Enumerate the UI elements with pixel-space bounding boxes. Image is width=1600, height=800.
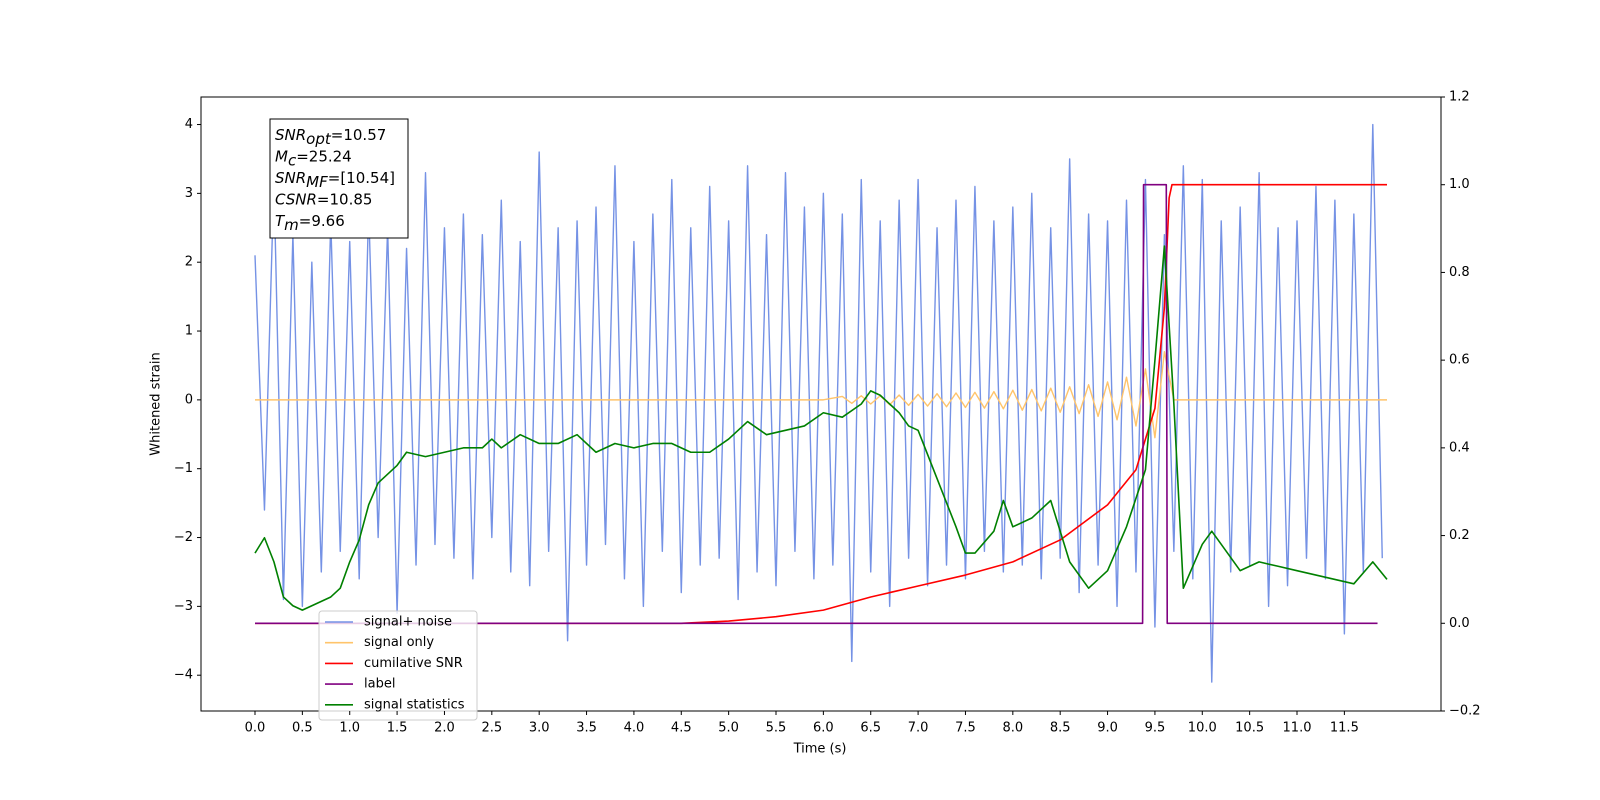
y-tick-label: 3 [185,186,193,201]
legend: signal+ noise signal only cumilative SNR la… [318,610,478,721]
plot-area [254,123,1388,683]
x-tick-label: 7.5 [955,721,976,736]
annotation-symbol: T [275,212,286,230]
legend-label: label [364,677,395,692]
legend-label: signal+ noise [364,615,452,630]
legend-label: signal only [364,635,434,650]
x-axis-label: Time (s) [793,742,847,757]
annotation-text: =[10.54] [328,169,395,187]
annotation-text: =9.66 [299,212,345,230]
y-axis-label: Whitened strain [149,352,164,455]
annotation-subscript: opt [306,130,332,148]
x-tick-label: 3.0 [529,721,550,736]
x-tick-label: 10.0 [1188,721,1217,736]
x-tick-label: 4.0 [624,721,645,736]
annotation-text: =10.57 [331,126,387,144]
x-tick-label: 8.5 [1050,721,1071,736]
annotation-line: SNRopt=10.57 [275,126,386,148]
y-tick-label: 2 [185,255,193,270]
annotation-subscript: c [288,151,297,169]
annotation-symbol: M [275,147,288,165]
series-line [255,183,1378,625]
x-tick-label: 1.0 [339,721,360,736]
y-tick-label: 0 [185,392,193,407]
annotation-line: Mc=25.24 [275,147,352,169]
y2-tick-label: 1.2 [1449,90,1470,105]
x-tick-label: 10.5 [1235,721,1264,736]
x-tick-label: 9.0 [1097,721,1118,736]
x-tick-label: 2.0 [434,721,455,736]
x-tick-label: 6.0 [813,721,834,736]
x-tick-label: 3.5 [576,721,597,736]
annotation-text: =25.24 [296,147,352,165]
annotation-symbol: SNR [275,169,306,187]
annotation-subscript: MF [306,173,328,191]
y2-tick-label: 1.0 [1449,177,1470,192]
x-tick-label: 0.5 [292,721,313,736]
annotation-text: =10.85 [317,190,373,208]
x-tick-label: 0.0 [245,721,266,736]
x-tick-label: 11.5 [1330,721,1359,736]
annotation-frame [269,118,409,239]
y-tick-label: −3 [174,599,193,614]
y-tick-label: −2 [174,530,193,545]
y2-tick-label: 0.2 [1449,528,1470,543]
x-tick-label: 8.0 [1002,721,1023,736]
annotation-line: CSNR=10.85 [275,190,372,208]
y2-tick-label: 0.6 [1449,353,1470,368]
annotation-box: SNRopt=10.57Mc=25.24SNRMF=[10.54]CSNR=10… [269,118,409,239]
series-line [254,245,1388,611]
legend-label: signal statistics [364,697,465,712]
y2-tick-label: −0.2 [1449,704,1481,719]
series-line [254,123,1383,683]
y-tick-label: 1 [185,324,193,339]
annotation-line: Tm=9.66 [275,212,345,234]
x-tick-label: 5.0 [718,721,739,736]
x-tick-label: 2.5 [481,721,502,736]
x-tick-label: 11.0 [1283,721,1312,736]
y-tick-label: −1 [174,461,193,476]
y2-tick-label: 0.8 [1449,265,1470,280]
legend-frame [318,610,478,721]
x-tick-label: 5.5 [766,721,787,736]
annotation-symbol: CSNR [275,190,317,208]
plot-frame [200,96,1442,712]
x-tick-label: 6.5 [860,721,881,736]
annotation-symbol: SNR [275,126,306,144]
y-tick-label: 4 [185,117,193,132]
x-tick-label: 7.0 [908,721,929,736]
x-tick-label: 9.5 [1145,721,1166,736]
x-tick-label: 1.5 [387,721,408,736]
x-tick-label: 4.5 [671,721,692,736]
y2-tick-label: 0.4 [1449,440,1470,455]
legend-label: cumilative SNR [364,656,463,671]
annotation-subscript: m [284,216,299,234]
annotation-line: SNRMF=[10.54] [275,169,395,191]
y-tick-label: −4 [174,668,193,683]
y2-tick-label: 0.0 [1449,616,1470,631]
